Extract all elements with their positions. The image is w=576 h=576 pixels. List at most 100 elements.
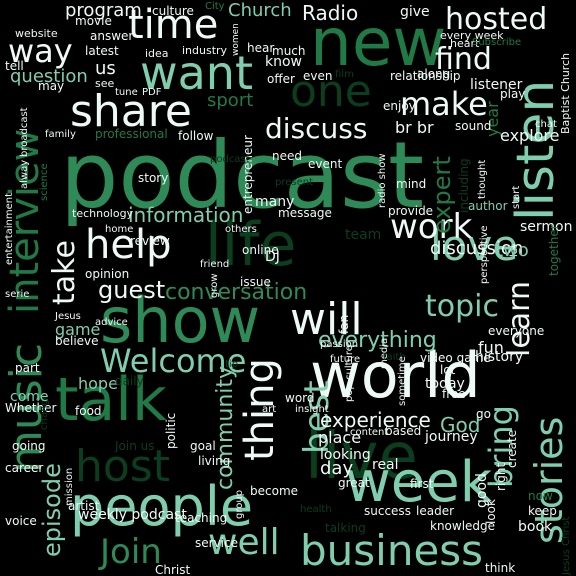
word-team: team: [345, 227, 382, 243]
word-today: today: [425, 376, 465, 392]
word-explore: explore: [500, 126, 560, 145]
word-radio-show: radio show: [377, 153, 388, 208]
word-discussion: discussion: [430, 238, 524, 259]
word-passion: passion: [320, 339, 359, 350]
word-may: may: [38, 79, 65, 93]
word-help: help: [85, 222, 172, 268]
word-voice: voice: [5, 514, 37, 528]
word-question: question: [10, 66, 88, 87]
word-program: program: [65, 0, 142, 21]
word-author: author: [468, 199, 508, 213]
word-sermon: sermon: [520, 219, 573, 235]
word-friend: friend: [200, 259, 230, 270]
word-first: first: [410, 477, 434, 491]
word-christ: Christ: [155, 563, 191, 576]
word-health: health: [300, 504, 332, 515]
word-will: will: [290, 294, 363, 345]
word-insight: insight: [295, 404, 329, 415]
word-present: present: [275, 177, 314, 188]
word-city: City: [205, 1, 225, 12]
word-find: find: [435, 42, 492, 77]
word-us: us: [95, 58, 116, 79]
word-broadcast: broadcast: [19, 107, 30, 158]
word-mind: mind: [396, 177, 427, 191]
word-world: world: [310, 339, 481, 412]
word-lot: lot: [440, 363, 456, 377]
word-pdf: PDF: [142, 87, 162, 98]
word-science: science: [39, 162, 50, 201]
word-fun: fun: [478, 338, 504, 357]
word-culture: culture: [152, 4, 194, 18]
word-offer: offer: [267, 72, 295, 86]
word-latest: latest: [85, 44, 119, 58]
word-career: career: [5, 461, 44, 475]
word-many: many: [255, 194, 295, 210]
word-great: great: [338, 476, 370, 490]
word-experience: experience: [320, 408, 431, 432]
word-home: home: [105, 224, 134, 235]
word-tip: tip: [225, 359, 239, 370]
word-looking: looking: [320, 447, 371, 463]
word-tell: tell: [5, 59, 24, 73]
word-new: new: [310, 4, 447, 81]
word-issue: issue: [240, 275, 271, 289]
word-go: go: [476, 407, 491, 421]
word-whether: Whether: [5, 401, 57, 415]
word-teaching: teaching: [175, 511, 228, 525]
word-think: think: [485, 561, 516, 575]
word-play: play: [500, 87, 526, 101]
word-information: information: [128, 203, 244, 227]
word-sound: sound: [455, 119, 492, 133]
word-weekly-podcast: weekly podcast: [78, 507, 187, 523]
word-art: art: [262, 404, 277, 415]
word-faith: faith: [383, 352, 406, 363]
word-church: Church: [228, 0, 292, 21]
word-much: much: [272, 44, 306, 58]
word-future: future: [330, 354, 361, 365]
word-keep: keep: [528, 504, 557, 518]
word-alway: alway: [19, 159, 30, 189]
word-jesus: Jesus: [55, 311, 81, 322]
word-jesus-christ: Jesus Christ: [561, 516, 572, 575]
word-want: want: [140, 46, 254, 100]
word-even: even: [303, 69, 333, 83]
word-women: women: [231, 23, 241, 57]
word-episode: episode: [38, 463, 66, 558]
word-well: well: [208, 522, 280, 563]
word-online: online: [242, 243, 279, 257]
word-serie: serie: [5, 289, 30, 300]
word-sport: sport: [207, 90, 254, 111]
word-perspective: perspective: [479, 225, 490, 284]
word-expert: expert: [428, 155, 456, 234]
word-food: food: [75, 404, 102, 418]
word-time: time: [128, 2, 219, 48]
word-podcast: podcast: [210, 154, 250, 165]
word-idea: idea: [145, 47, 169, 60]
word-entertainment: entertainment: [4, 193, 15, 266]
word-success: success: [364, 504, 411, 518]
word-history: history: [475, 349, 524, 365]
word-going: going: [12, 439, 46, 453]
word-live: live: [305, 420, 418, 494]
word-good: good: [474, 473, 490, 509]
word-free: free: [442, 387, 466, 401]
word-people: people: [70, 475, 254, 538]
word-know: know: [265, 54, 302, 70]
word-join-us: Join us: [115, 439, 155, 453]
word-br-br: br br: [395, 118, 434, 137]
word-community: community: [213, 365, 238, 490]
word-family: family: [45, 129, 76, 140]
word-relationship: relationship: [390, 69, 461, 83]
word-along: along: [417, 67, 451, 81]
word-professional: professional: [95, 127, 168, 141]
word-opinion: opinion: [85, 267, 130, 281]
word-enjoy: enjoy: [383, 99, 416, 113]
word-hope: hope: [78, 374, 118, 393]
word-website: website: [15, 27, 58, 40]
word-event: event: [308, 157, 343, 171]
word-word: word: [285, 391, 315, 405]
word-discuss: discuss: [265, 112, 368, 145]
word-join: Join: [100, 532, 162, 572]
word-mission: mission: [64, 467, 75, 506]
